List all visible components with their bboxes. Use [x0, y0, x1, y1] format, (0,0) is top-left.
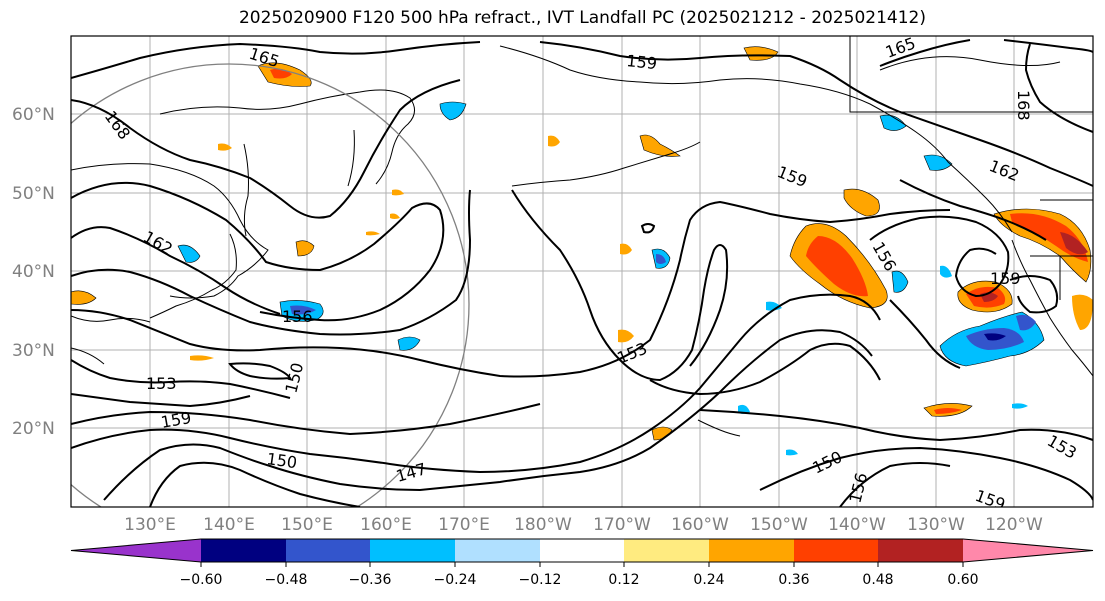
colorbar-swatch	[878, 539, 963, 562]
contour-label: 156	[282, 307, 313, 326]
lat-label: 20°N	[12, 419, 55, 439]
lon-label: 180°W	[514, 515, 572, 535]
lon-label: 140°E	[203, 515, 255, 535]
lon-label: 160°E	[360, 515, 412, 535]
lat-label: 50°N	[12, 184, 55, 204]
colorbar-extend-high	[963, 539, 1093, 562]
contour-label: 150	[265, 449, 298, 472]
colorbar-swatch	[201, 539, 286, 562]
colorbar-tick-label: −0.60	[180, 572, 223, 588]
colorbar-tick-label: −0.48	[265, 572, 308, 588]
coastlines	[71, 36, 1093, 437]
lat-label: 30°N	[12, 341, 55, 361]
colorbar-tick-label: 0.36	[778, 572, 809, 588]
colorbar-swatch	[370, 539, 455, 562]
lon-label: 120°W	[985, 515, 1043, 535]
lon-label: 130°E	[124, 515, 176, 535]
colorbar-swatch	[709, 539, 794, 562]
colorbar-swatch	[286, 539, 370, 562]
lon-label: 130°W	[907, 515, 965, 535]
lon-label: 150°W	[750, 515, 808, 535]
lon-label: 160°W	[671, 515, 729, 535]
chart-title: 2025020900 F120 500 hPa refract., IVT La…	[238, 8, 926, 28]
colorbar-tick-label: 0.48	[862, 572, 893, 588]
colorbar-tick-label: −0.36	[349, 572, 392, 588]
colorbar-extend-low	[71, 539, 201, 562]
colorbar-swatch	[540, 539, 624, 562]
colorbar-swatches	[70, 538, 1094, 563]
map-frame	[70, 35, 1094, 508]
latitude-labels: 60°N 50°N 40°N 30°N 20°N	[12, 105, 55, 439]
colorbar-swatch	[455, 539, 540, 562]
colorbar-ticks	[200, 562, 964, 567]
colorbar: −0.60 −0.48 −0.36 −0.24 −0.12 0.12 0.24 …	[70, 538, 1094, 588]
colorbar-tick-label: 0.12	[608, 572, 639, 588]
lon-label: 150°E	[281, 515, 333, 535]
longitude-labels: 130°E 140°E 150°E 160°E 170°E 180°W 170°…	[124, 515, 1043, 535]
contour-label: 153	[146, 374, 177, 393]
shaded-regions	[71, 46, 1093, 456]
contours	[71, 39, 1093, 507]
map-content: 165 159 165 168 168 162 159 162 156 156 …	[71, 36, 1093, 507]
lon-label: 170°W	[593, 515, 651, 535]
great-circle	[71, 63, 470, 507]
lat-label: 40°N	[12, 262, 55, 282]
colorbar-swatch	[624, 539, 709, 562]
lon-label: 170°E	[438, 515, 490, 535]
colorbar-tick-label: −0.12	[519, 572, 562, 588]
lon-label: 140°W	[828, 515, 886, 535]
colorbar-tick-label: 0.60	[947, 572, 978, 588]
colorbar-tick-label: −0.24	[434, 572, 477, 588]
lat-label: 60°N	[12, 105, 55, 125]
contour-label: 159	[626, 51, 658, 73]
colorbar-swatch	[794, 539, 878, 562]
colorbar-tick-label: 0.24	[693, 572, 724, 588]
contour-label: 159	[990, 269, 1021, 288]
contour-label: 168	[1014, 90, 1033, 121]
